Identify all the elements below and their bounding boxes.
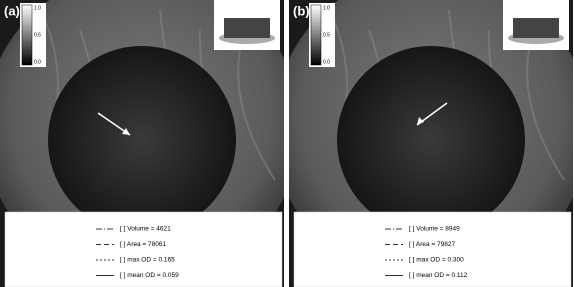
macula-region xyxy=(337,46,525,234)
arrow-head xyxy=(417,117,424,125)
legend-text: [ ] Volume = 8949 xyxy=(409,226,460,233)
inset-surface xyxy=(513,18,559,38)
panel: (a) 1.0 0.5 0.0 [ ] Volume = 4621 [ ] Area = … xyxy=(0,0,284,287)
colorbar-tick-label: 0.5 xyxy=(34,32,41,38)
colorbar-tick-label: 0.5 xyxy=(323,32,330,38)
vessel xyxy=(526,49,565,181)
legend-text: [ ] mean OD = 0.112 xyxy=(409,272,468,279)
inset-surface xyxy=(224,18,270,38)
panel: (b) 1.0 0.5 0.0 [ ] Volume = 8949 [ ] Area = … xyxy=(289,0,573,287)
colorbar-tick-label: 0.0 xyxy=(34,59,41,65)
colorbar xyxy=(21,4,33,66)
legend-text: [ ] max OD = 0.165 xyxy=(120,257,175,264)
colorbar-tick-label: 0.0 xyxy=(323,59,330,65)
colorbar-tick-label: 1.0 xyxy=(34,5,41,11)
arrow-head xyxy=(122,128,130,135)
legend-text: [ ] mean OD = 0.059 xyxy=(120,272,179,279)
colorbar xyxy=(310,4,322,66)
legend-text: [ ] Volume = 4621 xyxy=(120,226,171,233)
legend-box xyxy=(4,211,283,287)
macula-region xyxy=(48,46,236,234)
panel-label: (a) xyxy=(4,3,20,18)
legend-text: [ ] max OD = 0.300 xyxy=(409,257,464,264)
legend-text: [ ] Area = 78061 xyxy=(120,241,166,248)
legend-text: [ ] Area = 79827 xyxy=(409,241,455,248)
vessel xyxy=(237,49,276,181)
panel-label: (b) xyxy=(293,3,310,18)
legend-box xyxy=(293,211,572,287)
colorbar-tick-label: 1.0 xyxy=(323,5,330,11)
